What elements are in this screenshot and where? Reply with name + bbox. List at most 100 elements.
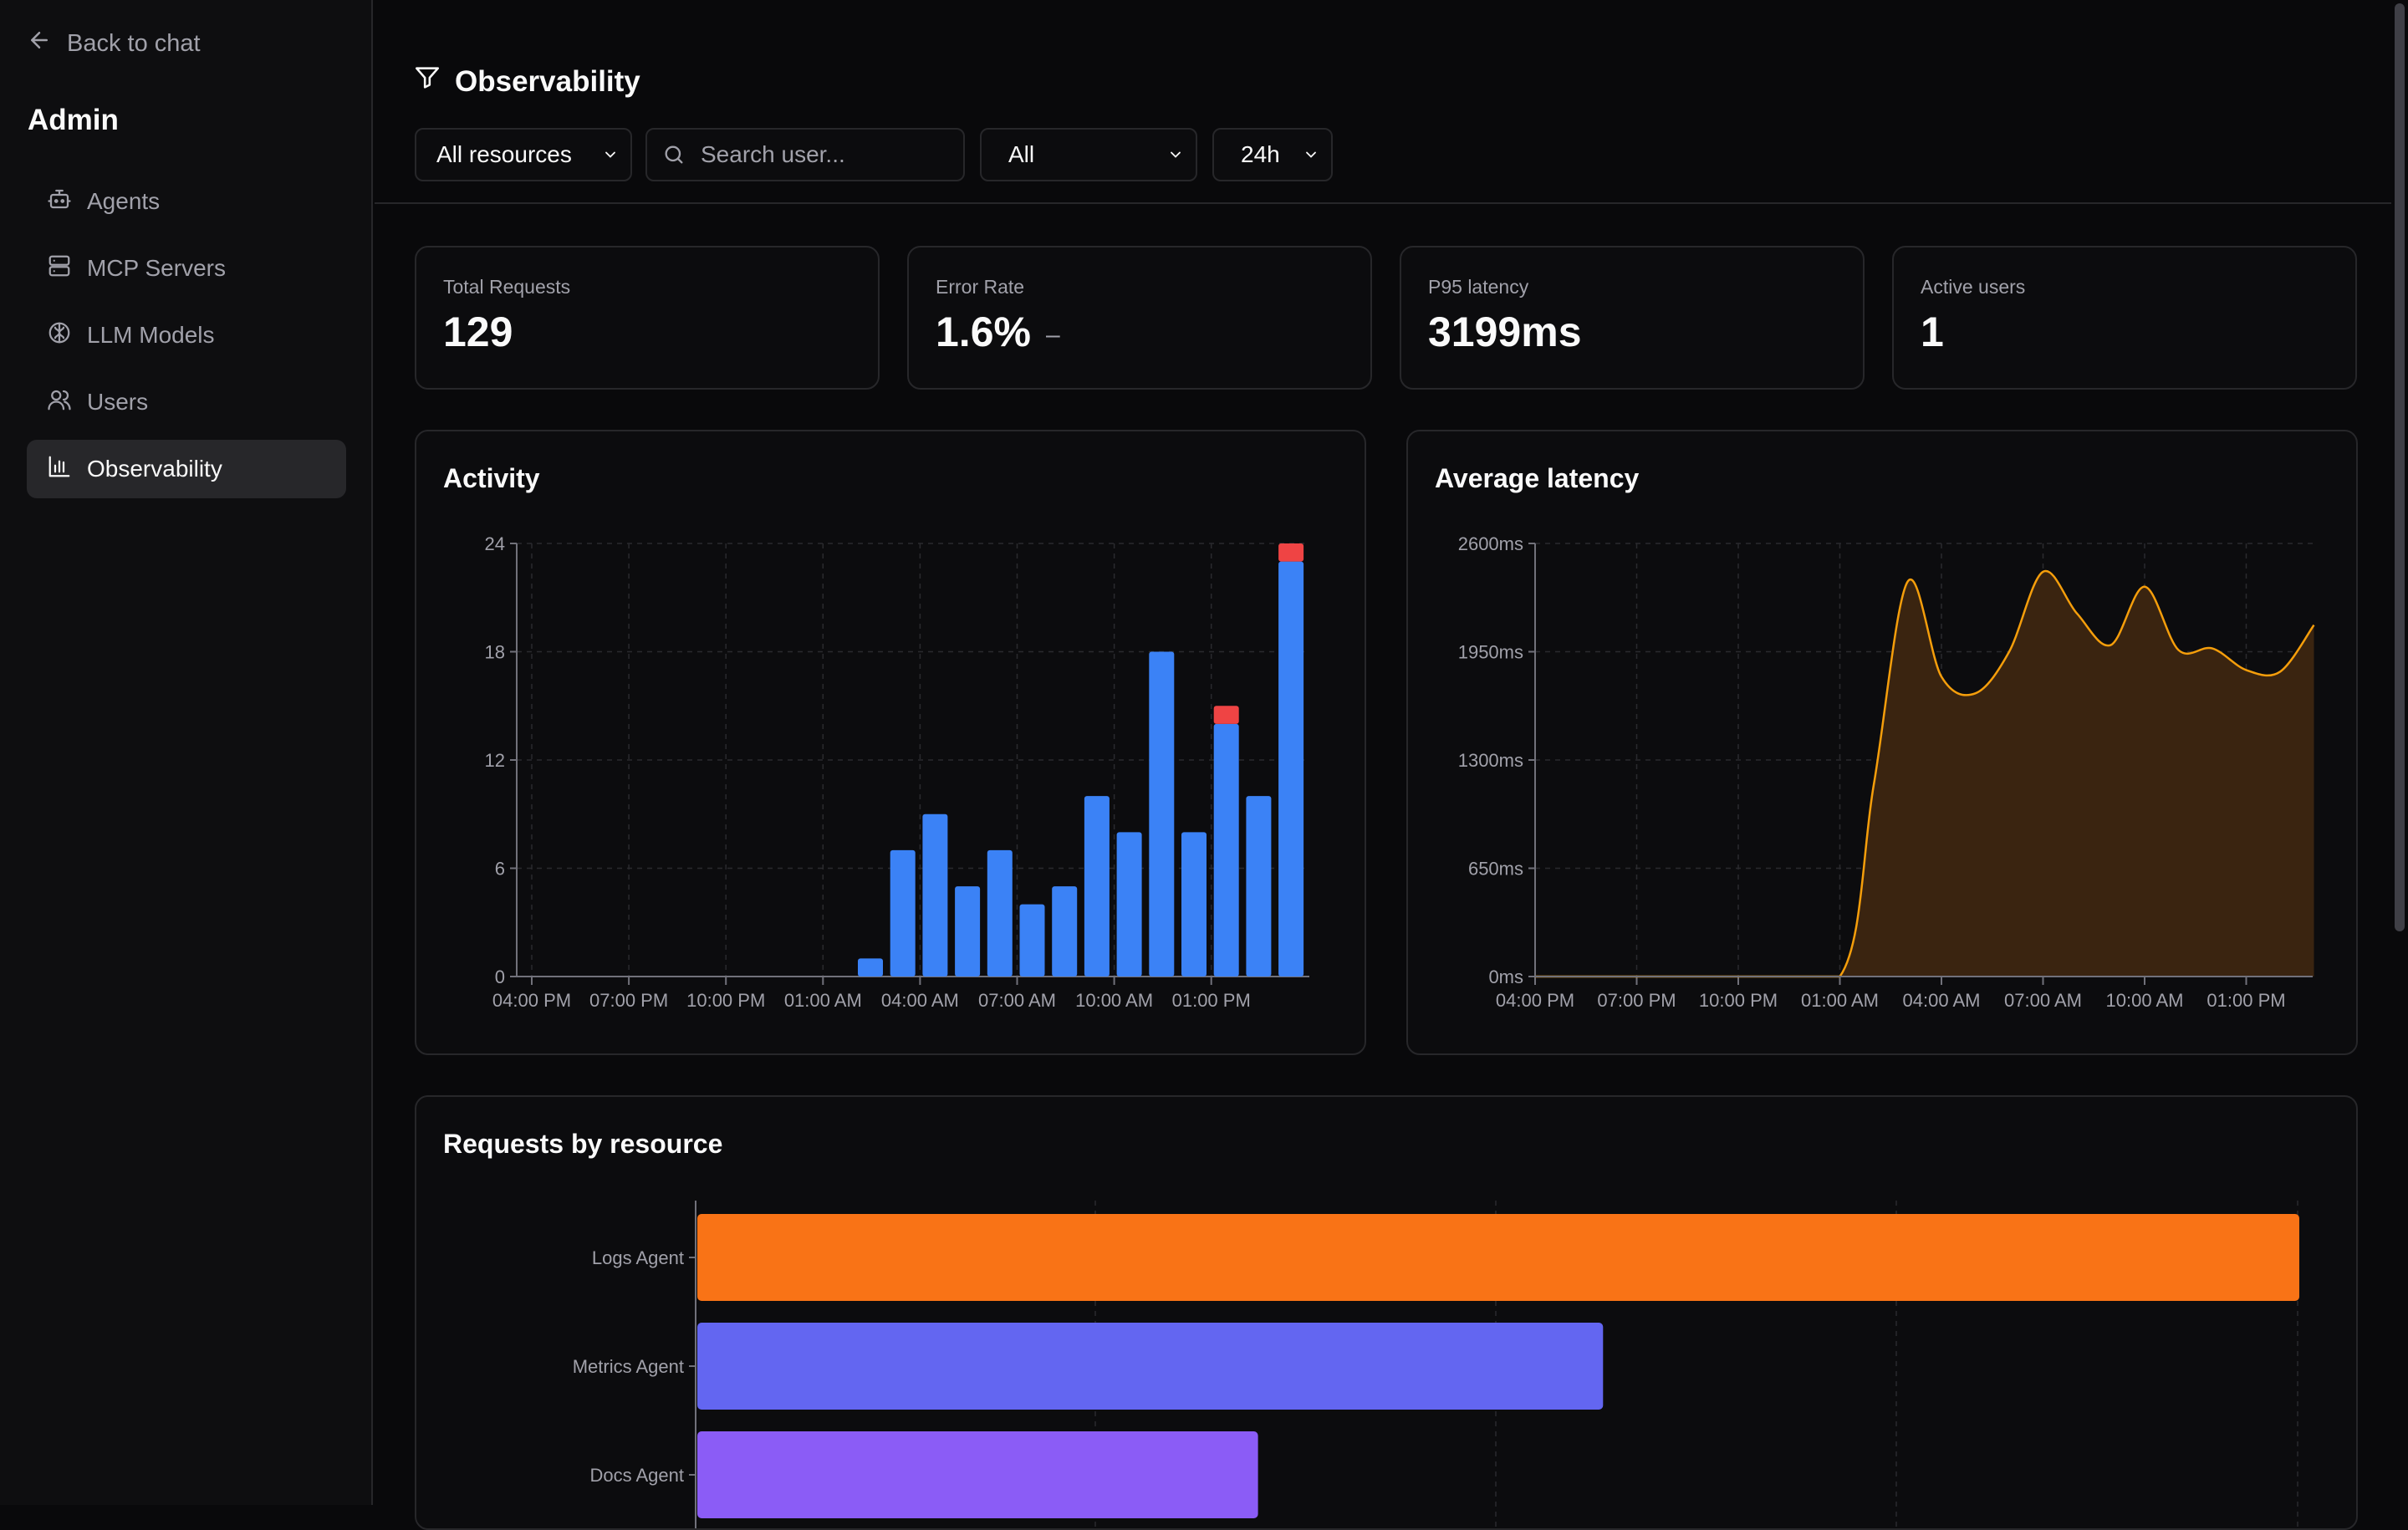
y-tick-label: 6: [495, 859, 505, 880]
sidebar-item-users[interactable]: Users: [27, 373, 346, 431]
search-user-field[interactable]: [645, 128, 965, 181]
x-tick-label: 04:00 PM: [492, 990, 571, 1011]
arrow-left-icon: [27, 28, 52, 59]
activity-bar-success: [1246, 796, 1272, 977]
activity-bar-success: [1181, 832, 1207, 977]
resources-select[interactable]: All resources: [415, 128, 632, 181]
activity-bar-success: [1052, 886, 1078, 977]
y-tick-label: 650ms: [1468, 859, 1523, 880]
latency-chart: 0ms 650ms 1300ms 1950ms 2600ms 04:00 PM 07:00 …: [1458, 533, 2315, 1011]
stat-card-active-users: Active users 1: [1892, 246, 2357, 390]
y-tick-label: 0: [495, 966, 505, 987]
x-tick-label: 01:00 AM: [1801, 990, 1879, 1011]
search-icon: [665, 145, 683, 164]
stat-card-p95-latency: P95 latency 3199ms: [1400, 246, 1865, 390]
stat-card-error-rate: Error Rate 1.6% –: [907, 246, 1372, 390]
search-input[interactable]: [699, 140, 953, 169]
sidebar-item-mcp-servers[interactable]: MCP Servers: [27, 239, 346, 298]
resource-bar: [697, 1214, 2299, 1301]
resource-bar: [697, 1431, 1258, 1518]
bot-icon: [47, 186, 72, 217]
sidebar-item-llm-models[interactable]: LLM Models: [27, 306, 346, 365]
server-icon: [47, 253, 72, 284]
activity-bar-success: [1116, 832, 1142, 977]
chevron-down-icon: [1306, 151, 1316, 158]
stat-card-total-requests: Total Requests 129: [415, 246, 880, 390]
back-to-chat-label: Back to chat: [67, 29, 201, 57]
x-tick-label: 01:00 PM: [1172, 990, 1251, 1011]
sidebar-item-label: Agents: [87, 188, 161, 214]
x-tick-label: 10:00 AM: [1075, 990, 1153, 1011]
y-tick-label: 2600ms: [1458, 533, 1523, 554]
x-tick-label: 01:00 AM: [784, 990, 862, 1011]
latency-chart-card: Average latency 0ms 650ms 1300ms 1950ms 2600…: [1406, 430, 2358, 1055]
x-tick-label: 07:00 AM: [978, 990, 1056, 1011]
activity-bar-success: [890, 849, 916, 977]
sidebar: Back to chat Admin Agents MCP Servers LL…: [0, 0, 373, 1505]
activity-bar-success: [1084, 796, 1110, 977]
users-icon: [47, 387, 72, 418]
stat-value: 129: [443, 309, 513, 355]
status-select[interactable]: All: [980, 128, 1197, 181]
x-tick-label: 04:00 AM: [881, 990, 959, 1011]
sidebar-item-agents[interactable]: Agents: [27, 172, 346, 231]
activity-bar-success: [858, 958, 883, 977]
time-range-value: 24h: [1241, 141, 1280, 167]
y-tick-label: 1950ms: [1458, 642, 1523, 663]
stat-label: P95 latency: [1428, 276, 1529, 298]
sidebar-item-label: Observability: [87, 456, 222, 482]
trend-indicator: –: [1045, 320, 1060, 349]
y-tick-label: 0ms: [1488, 966, 1523, 987]
stat-label: Active users: [1921, 276, 2026, 298]
activity-bar-error: [1278, 543, 1304, 562]
y-tick-label: 1300ms: [1458, 750, 1523, 771]
x-tick-label: 01:00 PM: [2206, 990, 2285, 1011]
activity-bar-error: [1213, 706, 1239, 724]
activity-bar-success: [955, 886, 981, 977]
scrollbar-thumb[interactable]: [2395, 3, 2405, 931]
sidebar-item-observability[interactable]: Observability: [27, 440, 346, 498]
main-content: Observability All resources All 24h Tota…: [375, 0, 2408, 1530]
stat-value: 3199ms: [1428, 309, 1582, 355]
page-header: Observability All resources All 24h: [375, 0, 2408, 204]
requests-by-resource-chart: Logs Agent Metrics Agent Docs Agent: [573, 1201, 2299, 1528]
resource-bar: [697, 1323, 1604, 1410]
stat-value: 1: [1921, 309, 1944, 355]
y-tick-label: Metrics Agent: [573, 1356, 684, 1377]
page-title-text: Observability: [455, 64, 640, 98]
x-tick-label: 07:00 PM: [1597, 990, 1676, 1011]
y-tick-label: Logs Agent: [592, 1247, 684, 1268]
x-tick-label: 04:00 AM: [1903, 990, 1981, 1011]
time-range-select[interactable]: 24h: [1212, 128, 1333, 181]
sidebar-title: Admin: [28, 104, 119, 136]
stat-label: Total Requests: [443, 276, 571, 298]
back-to-chat-link[interactable]: Back to chat: [27, 27, 201, 60]
stat-value-row: 1.6% –: [936, 308, 1060, 356]
y-tick-label: Docs Agent: [589, 1465, 684, 1486]
activity-chart-card: Activity 0 6 12 18 24 04:00 PM 07:00 PM 10:00 P…: [415, 430, 1366, 1055]
chevron-down-icon: [605, 151, 615, 158]
stat-value: 1.6%: [936, 309, 1031, 355]
chevron-down-icon: [1171, 151, 1181, 158]
status-select-value: All: [1008, 141, 1035, 167]
latency-area: [1535, 570, 2314, 977]
x-tick-label: 10:00 PM: [1699, 990, 1778, 1011]
requests-by-resource-card: Requests by resource Logs Agent Metrics A…: [415, 1095, 2358, 1530]
sidebar-item-label: LLM Models: [87, 322, 215, 348]
sidebar-nav: Agents MCP Servers LLM Models Users Obse…: [27, 172, 346, 507]
page-scrollbar[interactable]: [2391, 0, 2408, 1505]
y-tick-label: 12: [485, 750, 505, 771]
activity-chart-title: Activity: [443, 463, 540, 493]
resources-select-value: All resources: [436, 141, 572, 167]
activity-chart: 0 6 12 18 24 04:00 PM 07:00 PM 10:00 PM 01:00 AM…: [485, 533, 1309, 1011]
x-tick-label: 07:00 PM: [589, 990, 668, 1011]
y-tick-label: 24: [485, 533, 505, 554]
activity-bar-success: [922, 813, 948, 977]
bar-chart-icon: [47, 454, 72, 485]
sidebar-item-label: Users: [87, 389, 149, 415]
y-tick-label: 18: [485, 642, 505, 663]
x-tick-label: 10:00 PM: [686, 990, 765, 1011]
activity-bar-success: [1213, 723, 1239, 977]
x-tick-label: 07:00 AM: [2004, 990, 2082, 1011]
x-tick-label: 04:00 PM: [1496, 990, 1574, 1011]
